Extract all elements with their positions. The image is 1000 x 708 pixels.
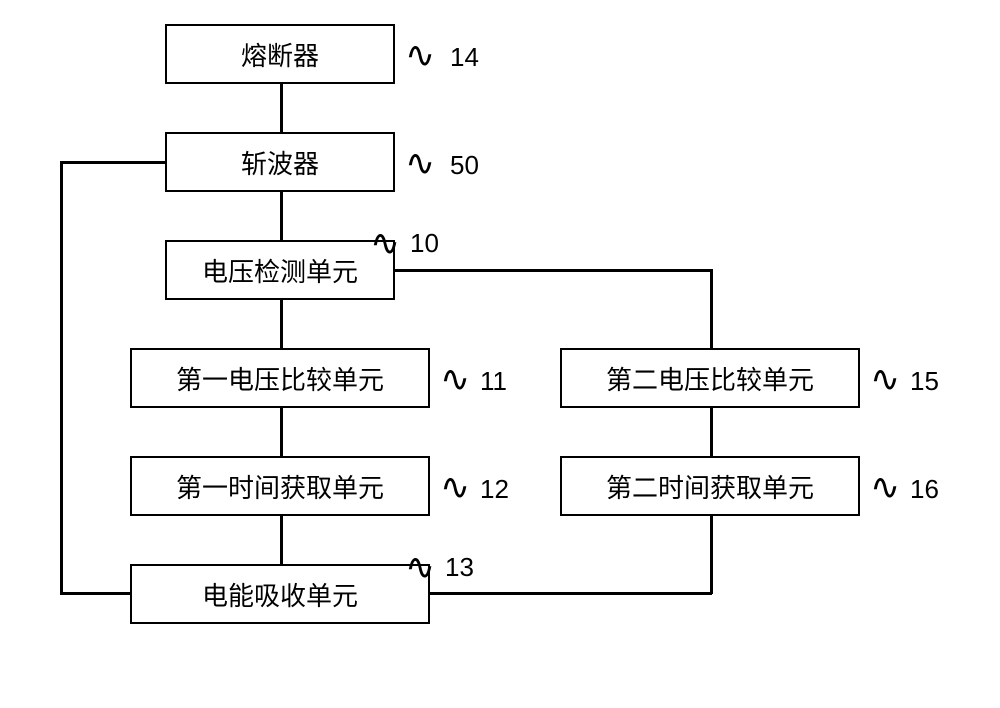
- ref-tilde: ∿: [405, 546, 435, 588]
- ref-tilde: ∿: [870, 358, 900, 400]
- connector-line: [280, 300, 283, 348]
- node-label: 第二时间获取单元: [606, 468, 814, 505]
- connector-line: [280, 408, 283, 456]
- node-n16: 第二时间获取单元: [560, 456, 860, 516]
- node-n50: 斩波器: [165, 132, 395, 192]
- ref-number: 10: [410, 228, 439, 259]
- connector-line: [60, 592, 130, 595]
- connector-line: [710, 408, 713, 456]
- connector-line: [430, 592, 712, 595]
- ref-tilde: ∿: [870, 466, 900, 508]
- node-n12: 第一时间获取单元: [130, 456, 430, 516]
- ref-number: 15: [910, 366, 939, 397]
- node-label: 斩波器: [241, 144, 319, 181]
- ref-number: 50: [450, 150, 479, 181]
- connector-line: [280, 192, 283, 240]
- connector-line: [280, 516, 283, 564]
- connector-line: [710, 269, 713, 348]
- node-n14: 熔断器: [165, 24, 395, 84]
- connector-line: [60, 161, 63, 594]
- ref-number: 13: [445, 552, 474, 583]
- ref-number: 12: [480, 474, 509, 505]
- node-label: 第二电压比较单元: [606, 360, 814, 397]
- ref-tilde: ∿: [370, 222, 400, 264]
- ref-tilde: ∿: [405, 142, 435, 184]
- node-n11: 第一电压比较单元: [130, 348, 430, 408]
- ref-tilde: ∿: [405, 34, 435, 76]
- node-label: 第一时间获取单元: [176, 468, 384, 505]
- node-label: 电压检测单元: [202, 252, 358, 289]
- ref-number: 14: [450, 42, 479, 73]
- node-n13: 电能吸收单元: [130, 564, 430, 624]
- node-label: 第一电压比较单元: [176, 360, 384, 397]
- node-label: 电能吸收单元: [202, 576, 358, 613]
- connector-line: [395, 269, 712, 272]
- ref-number: 16: [910, 474, 939, 505]
- connector-line: [710, 516, 713, 594]
- node-n15: 第二电压比较单元: [560, 348, 860, 408]
- node-n10: 电压检测单元: [165, 240, 395, 300]
- node-label: 熔断器: [241, 36, 319, 73]
- connector-line: [280, 84, 283, 132]
- ref-tilde: ∿: [440, 358, 470, 400]
- connector-line: [60, 161, 165, 164]
- ref-number: 11: [480, 366, 507, 397]
- ref-tilde: ∿: [440, 466, 470, 508]
